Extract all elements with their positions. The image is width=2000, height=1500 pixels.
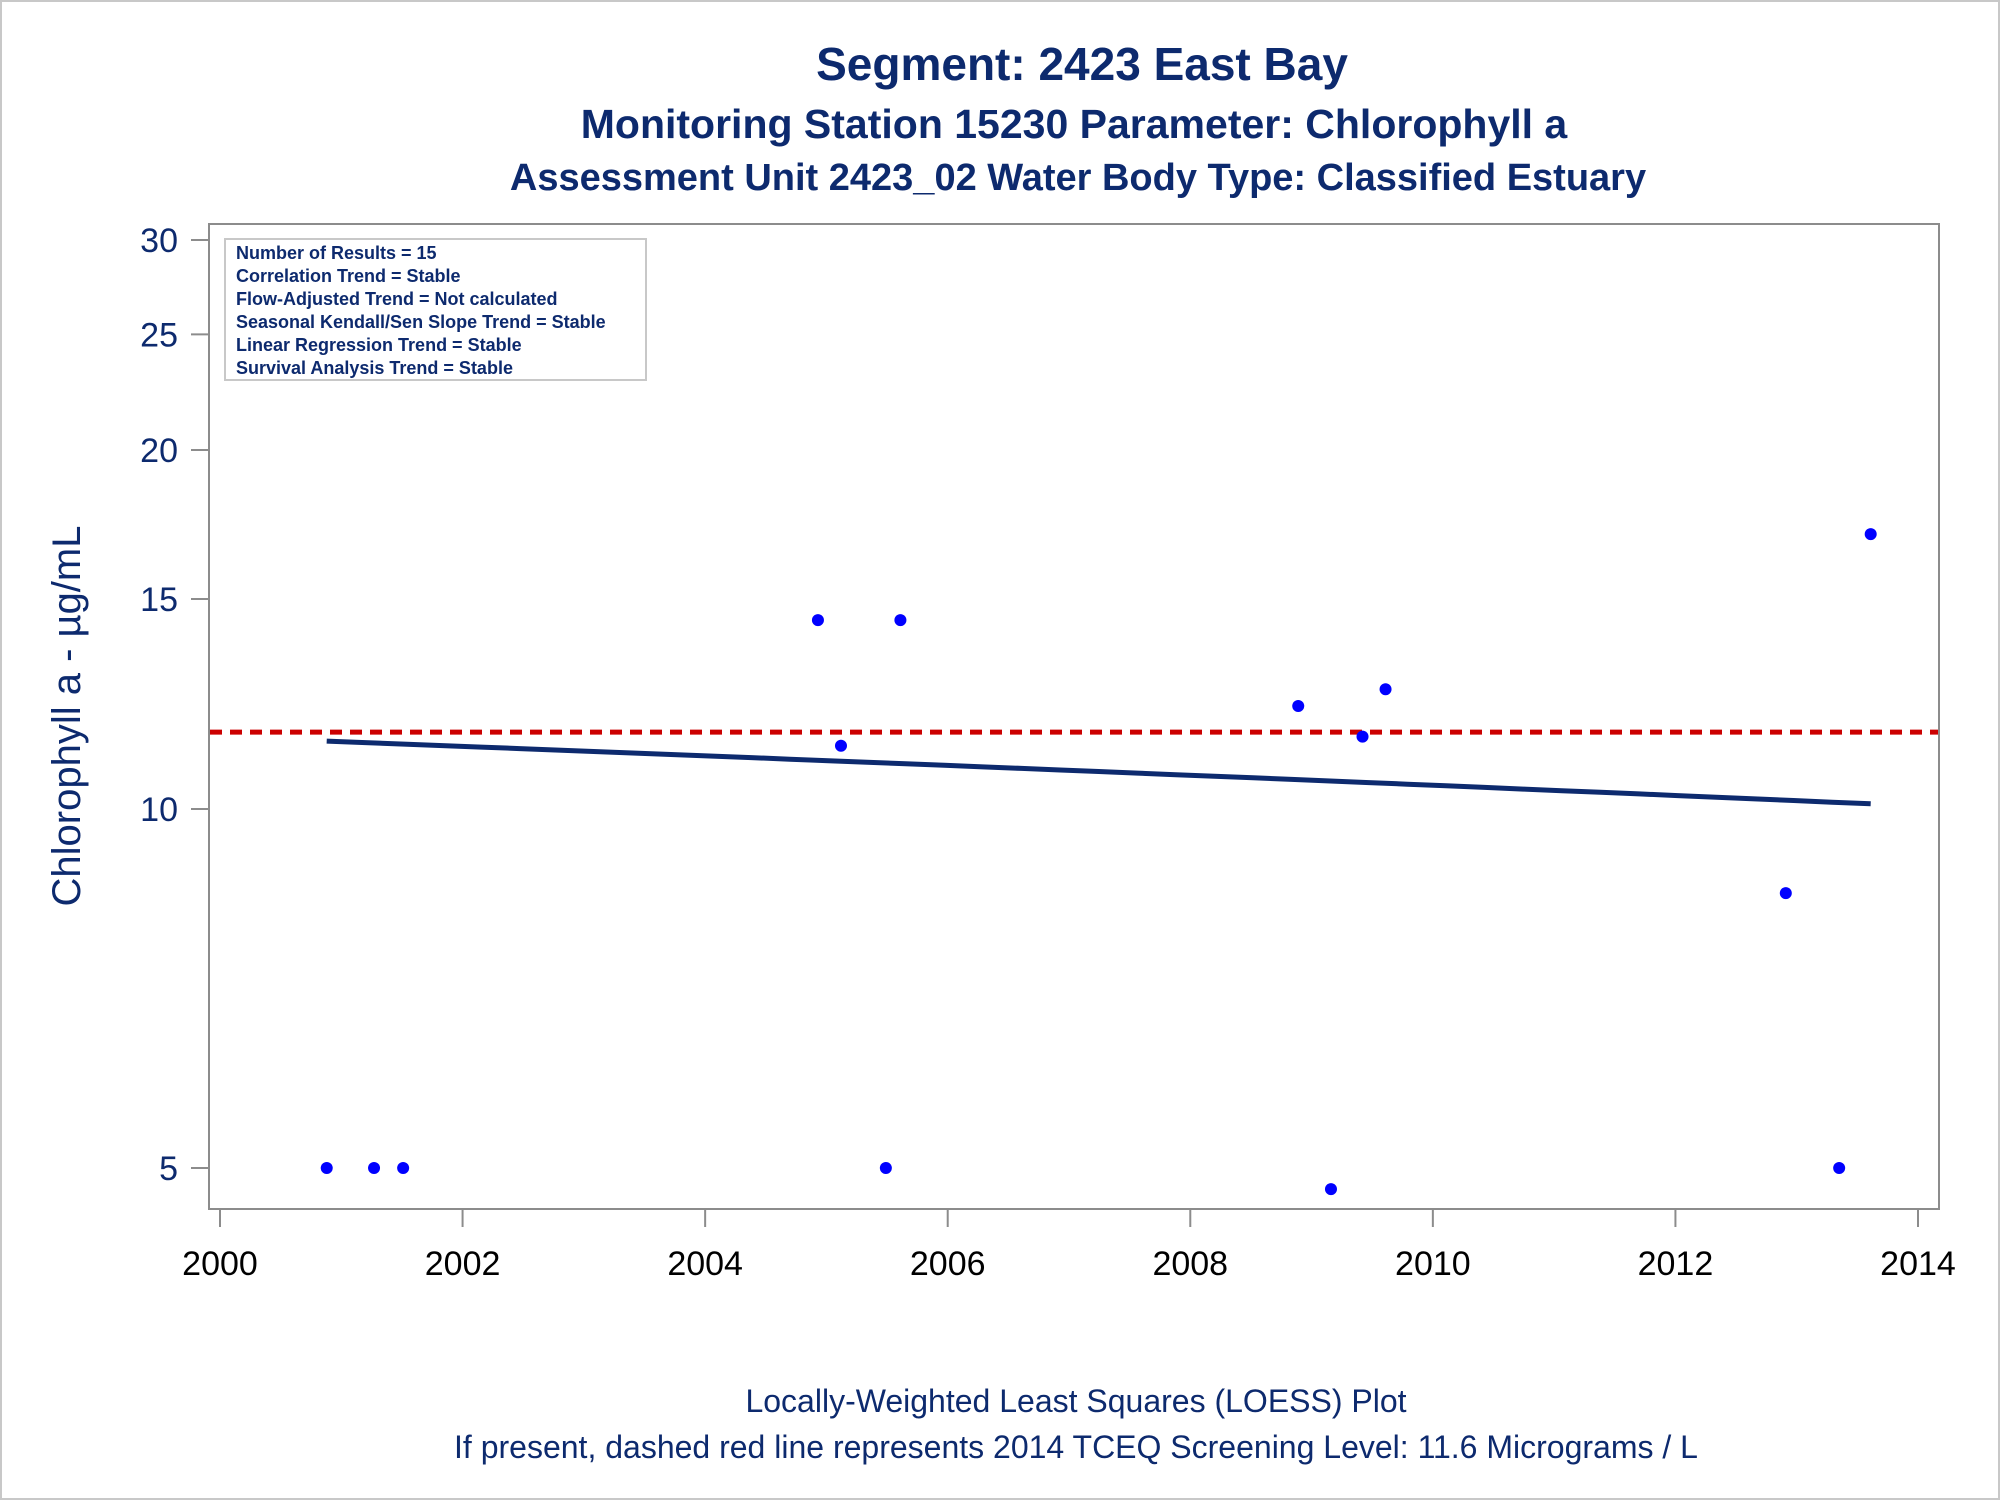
data-point <box>1356 730 1369 743</box>
y-tick-label: 5 <box>159 1150 178 1188</box>
x-tick-label: 2002 <box>425 1245 501 1283</box>
x-tick-label: 2010 <box>1395 1245 1471 1283</box>
x-tick-label: 2004 <box>667 1245 743 1283</box>
data-point <box>894 614 907 627</box>
data-point <box>811 614 824 627</box>
y-axis-label: Chlorophyll a - µg/mL <box>45 526 89 907</box>
stats-inset: Number of Results = 15 Correlation Trend… <box>224 238 647 381</box>
loess-line <box>326 738 1871 807</box>
stats-line-results: Number of Results = 15 <box>236 243 437 263</box>
x-tick-label: 2012 <box>1638 1245 1714 1283</box>
x-tick-label: 2008 <box>1152 1245 1228 1283</box>
x-tick-label: 2014 <box>1880 1245 1956 1283</box>
x-axis: 2000 2002 2004 2006 2008 2010 2012 2014 <box>182 1209 1956 1283</box>
chart-subtitle: Monitoring Station 15230 Parameter: Chlo… <box>581 101 1569 147</box>
chart-subtitle-2: Assessment Unit 2423_02 Water Body Type:… <box>510 157 1646 199</box>
data-point <box>1864 528 1877 541</box>
data-point <box>368 1162 381 1174</box>
data-point <box>1292 700 1305 713</box>
y-axis: 5 10 15 20 25 30 <box>140 222 209 1188</box>
footnote-screening: If present, dashed red line represents 2… <box>454 1429 1698 1465</box>
series-layer <box>210 251 1938 1196</box>
y-tick-label: 20 <box>140 432 178 470</box>
data-point <box>1779 887 1792 900</box>
x-tick-label: 2000 <box>182 1245 258 1283</box>
y-tick-label: 25 <box>140 316 178 354</box>
data-point <box>879 1162 892 1174</box>
stats-line-correlation: Correlation Trend = Stable <box>236 266 461 286</box>
stats-line-seasonal-kendall: Seasonal Kendall/Sen Slope Trend = Stabl… <box>236 312 606 332</box>
data-point <box>1379 683 1392 696</box>
data-point <box>834 739 847 752</box>
stats-line-flow-adjusted: Flow-Adjusted Trend = Not calculated <box>236 289 558 309</box>
stats-line-survival: Survival Analysis Trend = Stable <box>236 358 513 378</box>
stats-line-linear-regression: Linear Regression Trend = Stable <box>236 335 522 355</box>
y-tick-label: 30 <box>140 222 178 260</box>
data-point <box>397 1162 410 1174</box>
plot-area <box>208 223 1940 1210</box>
data-point <box>1324 1183 1337 1196</box>
x-tick-label: 2006 <box>910 1245 986 1283</box>
footnote-loess: Locally-Weighted Least Squares (LOESS) P… <box>745 1383 1406 1419</box>
data-point <box>320 1162 333 1174</box>
data-point <box>1833 1162 1846 1174</box>
y-tick-label: 15 <box>140 581 178 619</box>
chart-title: Segment: 2423 East Bay <box>816 38 1348 90</box>
stats-inset-box <box>224 238 647 381</box>
y-tick-label: 10 <box>140 791 178 829</box>
